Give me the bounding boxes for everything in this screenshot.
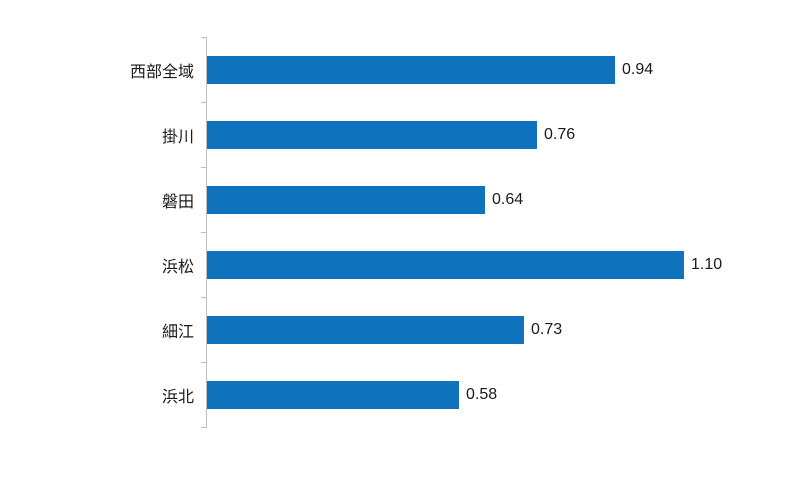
value-label: 0.58: [466, 385, 498, 403]
axis-tick: [201, 297, 207, 298]
axis-tick: [201, 427, 207, 428]
bar-row: 細江 0.73: [0, 297, 800, 362]
bar-track: 0.76: [207, 102, 800, 167]
value-label: 0.76: [544, 125, 576, 143]
bar-row: 磐田 0.64: [0, 167, 800, 232]
data-bar: [207, 120, 537, 149]
bar-row: 西部全域 0.94: [0, 37, 800, 102]
plot-area: 西部全域 0.94 掛川 0.76 磐田 0.64 浜松 1.1: [0, 37, 800, 427]
category-label: 掛川: [161, 128, 194, 146]
category-label: 細江: [161, 323, 194, 341]
value-label: 1.10: [691, 255, 723, 273]
bar-track: 0.73: [207, 297, 800, 362]
bar-row: 浜松 1.10: [0, 232, 800, 297]
data-bar: [207, 380, 459, 409]
value-label: 0.73: [531, 320, 563, 338]
data-bar: [207, 185, 485, 214]
category-label: 浜北: [161, 388, 194, 406]
axis-tick: [201, 167, 207, 168]
axis-tick: [201, 102, 207, 103]
data-bar: [207, 55, 615, 84]
bar-track: 0.58: [207, 362, 800, 427]
value-label: 0.94: [622, 60, 654, 78]
bar-track: 1.10: [207, 232, 800, 297]
data-bar: [207, 250, 684, 279]
axis-tick: [201, 362, 207, 363]
bar-row: 掛川 0.76: [0, 102, 800, 167]
bar-track: 0.94: [207, 37, 800, 102]
category-label: 磐田: [161, 193, 194, 211]
axis-tick: [201, 232, 207, 233]
category-label: 西部全域: [129, 63, 194, 81]
data-bar: [207, 315, 524, 344]
value-label: 0.64: [492, 190, 524, 208]
bar-track: 0.64: [207, 167, 800, 232]
axis-tick: [201, 37, 207, 38]
bar-row: 浜北 0.58: [0, 362, 800, 427]
category-label: 浜松: [161, 258, 194, 276]
